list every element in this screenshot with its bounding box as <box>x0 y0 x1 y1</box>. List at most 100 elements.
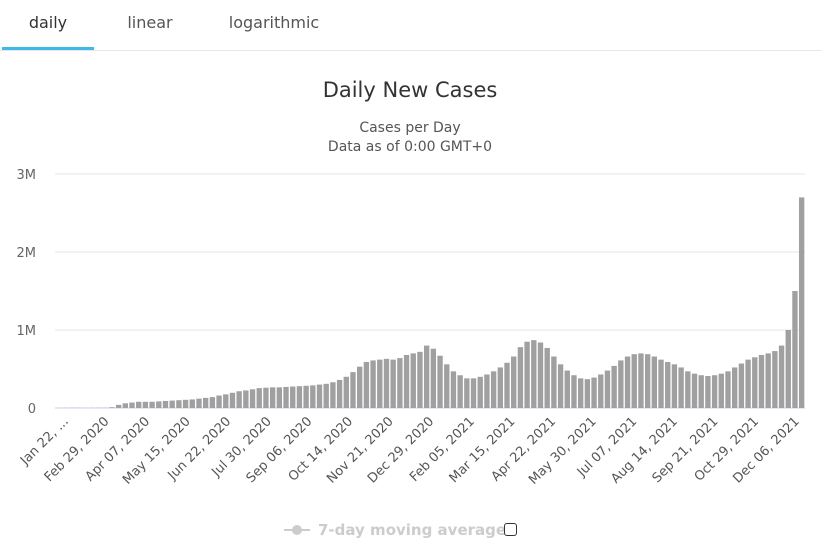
bar[interactable] <box>544 347 550 408</box>
bar[interactable] <box>644 354 651 408</box>
bar[interactable] <box>410 353 416 408</box>
bar[interactable] <box>517 347 524 408</box>
bar[interactable] <box>136 401 142 408</box>
bar[interactable] <box>256 388 262 408</box>
bar[interactable] <box>202 397 209 408</box>
bar[interactable] <box>169 400 175 408</box>
bar[interactable] <box>149 401 155 408</box>
bar[interactable] <box>470 378 477 408</box>
bar[interactable] <box>223 394 229 408</box>
bar[interactable] <box>357 366 363 408</box>
bar[interactable] <box>209 397 216 408</box>
bar[interactable] <box>665 361 671 408</box>
bar[interactable] <box>310 385 316 408</box>
bar[interactable] <box>397 358 403 408</box>
bar[interactable] <box>316 384 323 408</box>
bar[interactable] <box>437 355 443 408</box>
bar[interactable] <box>276 387 283 408</box>
bar[interactable] <box>457 375 463 408</box>
bar[interactable] <box>189 399 195 408</box>
bar[interactable] <box>778 345 785 408</box>
bar[interactable] <box>772 351 778 408</box>
bar[interactable] <box>691 373 698 408</box>
moving-average-checkbox[interactable] <box>504 523 517 536</box>
bar[interactable] <box>671 364 678 408</box>
bar[interactable] <box>417 351 423 408</box>
bar[interactable] <box>725 371 731 408</box>
bar[interactable] <box>182 399 189 408</box>
bar[interactable] <box>162 400 169 408</box>
bar[interactable] <box>464 378 470 408</box>
bar[interactable] <box>698 375 704 408</box>
bar[interactable] <box>363 361 370 408</box>
bar[interactable] <box>377 359 383 408</box>
bar[interactable] <box>752 357 758 408</box>
bar[interactable] <box>129 402 135 408</box>
bar[interactable] <box>624 356 631 408</box>
bar[interactable] <box>383 358 390 408</box>
bar[interactable] <box>176 400 182 408</box>
bar[interactable] <box>591 377 597 408</box>
bar[interactable] <box>792 291 798 408</box>
bar[interactable] <box>236 391 242 408</box>
bar[interactable] <box>651 356 658 408</box>
bar[interactable] <box>269 387 276 408</box>
bar[interactable] <box>263 387 269 408</box>
bar[interactable] <box>336 379 343 408</box>
bar[interactable] <box>323 383 329 408</box>
bar[interactable] <box>330 382 336 408</box>
bar[interactable] <box>551 356 557 408</box>
bar[interactable] <box>705 376 711 408</box>
bar[interactable] <box>109 407 115 408</box>
bar[interactable] <box>296 386 303 408</box>
bar[interactable] <box>738 363 745 408</box>
bar[interactable] <box>584 379 591 408</box>
bar[interactable] <box>370 360 376 408</box>
bar[interactable] <box>290 386 296 408</box>
bar[interactable] <box>511 356 517 408</box>
bar[interactable] <box>732 367 738 408</box>
bar[interactable] <box>283 386 289 408</box>
bar[interactable] <box>229 392 236 408</box>
bar[interactable] <box>490 371 497 408</box>
bar[interactable] <box>216 395 222 408</box>
bar[interactable] <box>115 404 122 408</box>
bar[interactable] <box>303 385 309 408</box>
bar[interactable] <box>450 371 457 408</box>
bar[interactable] <box>571 375 577 408</box>
bar[interactable] <box>798 197 805 408</box>
bar[interactable] <box>718 373 724 408</box>
bar[interactable] <box>618 360 624 408</box>
bar[interactable] <box>497 367 503 408</box>
bar[interactable] <box>685 371 691 408</box>
bar[interactable] <box>598 374 604 408</box>
bar[interactable] <box>745 359 751 408</box>
bar[interactable] <box>785 330 791 408</box>
bar[interactable] <box>343 376 349 408</box>
bar[interactable] <box>484 374 490 408</box>
bar[interactable] <box>524 341 530 408</box>
tab-logarithmic[interactable]: logarithmic <box>228 13 320 32</box>
bar[interactable] <box>122 403 128 408</box>
bar[interactable] <box>504 362 510 408</box>
bar[interactable] <box>531 340 537 408</box>
bar[interactable] <box>142 401 149 408</box>
tab-linear[interactable]: linear <box>127 13 173 32</box>
bar[interactable] <box>403 354 410 408</box>
legend-item-moving-average[interactable]: 7-day moving average <box>284 518 506 542</box>
bar[interactable] <box>765 353 771 408</box>
bar[interactable] <box>156 401 162 408</box>
bar[interactable] <box>557 364 564 408</box>
bar[interactable] <box>390 359 396 408</box>
bar[interactable] <box>604 370 611 408</box>
bar[interactable] <box>350 372 356 408</box>
bar[interactable] <box>577 378 584 408</box>
bar[interactable] <box>243 390 249 408</box>
bar[interactable] <box>477 376 483 408</box>
bar[interactable] <box>611 365 617 408</box>
bar[interactable] <box>423 345 430 408</box>
bar[interactable] <box>631 354 637 408</box>
bar[interactable] <box>758 354 765 408</box>
tab-daily[interactable]: daily <box>2 0 94 50</box>
bar[interactable] <box>430 348 437 408</box>
